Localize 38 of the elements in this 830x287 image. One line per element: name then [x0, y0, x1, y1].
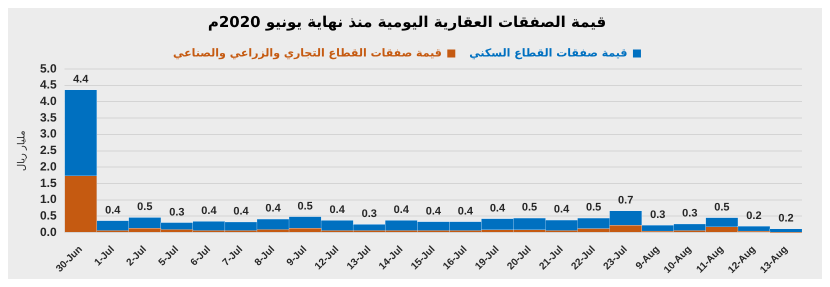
- y-tick-label: 4.0: [40, 94, 57, 108]
- y-tick-label: 1.5: [40, 176, 57, 190]
- total-label: 0.4: [233, 206, 250, 218]
- total-label: 0.3: [362, 208, 377, 220]
- y-tick-label: 0.0: [40, 224, 57, 239]
- chart-title: قيمة الصفقات العقارية اليومية منذ نهاية يونيو 2020م: [208, 12, 606, 31]
- y-tick-label: 0.5: [40, 208, 57, 223]
- total-label: 0.3: [682, 208, 698, 220]
- y-tick-label: 5.0: [40, 61, 57, 76]
- y-tick-label: 2.0: [40, 159, 57, 174]
- total-label: 0.4: [458, 205, 474, 218]
- total-label: 0.4: [426, 205, 442, 218]
- total-label: 0.4: [394, 204, 410, 216]
- total-label: 0.4: [554, 204, 570, 216]
- y-tick-label: 1.0: [40, 192, 57, 206]
- total-label: 0.5: [714, 201, 730, 214]
- total-label: 0.5: [586, 202, 602, 214]
- total-label: 0.5: [137, 201, 152, 214]
- total-label: 0.7: [618, 194, 634, 206]
- total-label: 0.5: [522, 202, 538, 214]
- total-label: 0.2: [746, 210, 762, 222]
- total-label: 0.3: [650, 208, 666, 221]
- total-label: 4.4: [73, 73, 90, 86]
- y-tick-label: 3.0: [40, 126, 57, 141]
- y-tick-label: 2.5: [40, 143, 57, 158]
- y-axis-title: مليار ريال: [16, 130, 28, 172]
- y-tick-label: 3.5: [40, 110, 57, 124]
- total-label: 0.5: [297, 200, 313, 212]
- total-label: 0.4: [201, 204, 218, 217]
- y-tick-label: 4.5: [40, 78, 57, 92]
- legend-label: قيمة صفقات القطاع السكني: [469, 46, 628, 60]
- total-label: 0.2: [778, 212, 794, 224]
- legend-label: قيمة صفقات القطاع التجاري والزراعي والصناعي: [173, 46, 442, 60]
- total-label: 0.4: [265, 202, 282, 215]
- total-label: 0.4: [105, 204, 122, 216]
- total-label: 0.4: [330, 204, 346, 216]
- total-label: 0.3: [169, 206, 185, 218]
- total-label: 0.4: [490, 202, 506, 214]
